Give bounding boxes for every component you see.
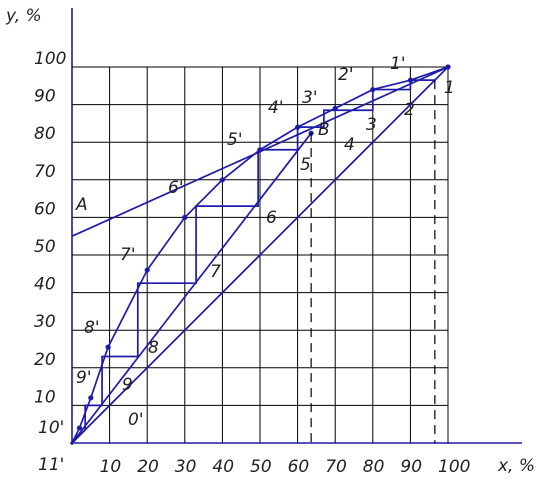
x-tick-label: 20 xyxy=(137,457,159,477)
x-tick-label: 50 xyxy=(250,457,272,477)
point-label: 6' xyxy=(168,178,184,198)
series-line xyxy=(71,79,435,444)
point-label: 6 xyxy=(266,208,277,228)
point-label: 2' xyxy=(338,65,354,85)
point-label: 5' xyxy=(227,130,243,150)
point-label: 3' xyxy=(302,88,318,108)
point-label: 7' xyxy=(120,245,136,265)
y-tick-label: 50 xyxy=(34,237,56,257)
x-tick-label: 30 xyxy=(175,457,197,477)
point-label: 8' xyxy=(84,318,100,338)
x-tick-label: 40 xyxy=(212,457,234,477)
y-tick-label: 40 xyxy=(34,275,56,295)
y-tick-label: 20 xyxy=(34,350,56,370)
x-tick-label: 80 xyxy=(363,457,385,477)
point-label: 5 xyxy=(300,155,311,175)
series-line xyxy=(71,132,312,444)
point-label: 2 xyxy=(404,100,415,120)
x-tick-label: 90 xyxy=(400,457,422,477)
point-label: 9' xyxy=(76,368,92,388)
x-tick-label: 10 xyxy=(100,457,122,477)
point-label: 7 xyxy=(210,262,221,282)
point-label: 4' xyxy=(268,98,284,118)
point-label: 9 xyxy=(122,375,133,395)
point xyxy=(182,214,188,220)
point-label: 10' xyxy=(38,418,64,438)
x-tick-label: 70 xyxy=(325,457,347,477)
point xyxy=(76,425,83,431)
y-tick-label: 30 xyxy=(34,312,56,332)
y-tick-label: 90 xyxy=(34,87,56,107)
x-axis-label: x, % xyxy=(497,456,535,476)
point-label: 1' xyxy=(390,54,406,74)
series-line xyxy=(71,66,449,237)
y-tick-label: 80 xyxy=(34,124,56,144)
point-label: 1 xyxy=(444,78,455,98)
point-label: 0' xyxy=(128,410,144,430)
point xyxy=(144,267,150,273)
x-tick-label: 60 xyxy=(288,457,310,477)
point xyxy=(105,344,111,350)
point xyxy=(88,395,94,401)
y-tick-label: 70 xyxy=(34,162,56,182)
y-tick-label: 60 xyxy=(34,199,56,219)
point xyxy=(219,177,225,183)
y-tick-label: 10 xyxy=(34,387,56,407)
point-label: 4 xyxy=(344,135,355,155)
point-label: 3 xyxy=(366,115,377,135)
point-label: 8 xyxy=(148,338,159,358)
series-line xyxy=(71,66,449,444)
point-label: 11' xyxy=(38,455,64,475)
point-label: B xyxy=(318,120,330,140)
y-axis-label: y, % xyxy=(5,6,42,26)
x-tick-label: 100 xyxy=(438,457,470,477)
y-tick-label: 100 xyxy=(34,49,66,69)
point-label: A xyxy=(75,195,88,215)
